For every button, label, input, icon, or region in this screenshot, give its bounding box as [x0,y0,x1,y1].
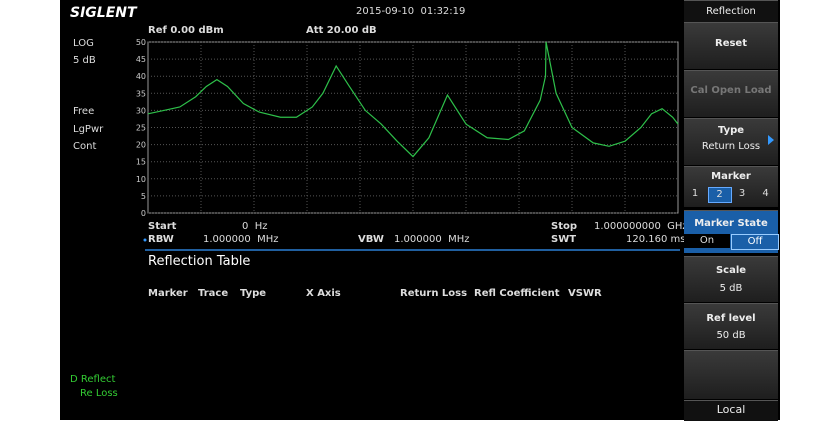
y-tick-label: 40 [136,72,146,81]
marker-option[interactable]: 4 [762,188,769,199]
attenuation: Att 20.00 dB [306,25,377,36]
ref-label[interactable]: Ref level [706,313,756,324]
trace [147,41,679,158]
y-tick-label: 45 [136,55,146,64]
rbw-dot [143,238,147,242]
start-label: Start [148,221,177,232]
y-tick-label: 0 [141,209,146,218]
y-tick-label: 50 [136,38,146,47]
type-key[interactable] [684,118,778,165]
y-tick-label: 5 [141,192,146,201]
marker-option[interactable]: 1 [691,188,699,199]
marker-label[interactable]: Marker [711,171,751,182]
logo: SIGLENT [70,5,137,21]
y-tick-label: 25 [136,124,146,133]
column-header: Return Loss [400,288,468,299]
blank-key [684,350,778,399]
type-label[interactable]: Type [717,125,745,136]
cal-label[interactable]: Cal Open Load [690,85,772,96]
ref-level: Ref 0.00 dBm [148,25,224,36]
swt-value: 120.160 ms [626,234,686,245]
trace-mode: Re Loss [80,388,118,399]
y-tick-label: 15 [136,158,146,167]
y-tick-label: 35 [136,89,146,98]
y-tick-label: 30 [136,106,146,115]
start-value: 0 Hz [242,221,268,232]
rbw-label: RBW [148,234,174,245]
reset-key[interactable] [684,22,778,69]
scale-type: LOG [73,38,94,49]
ref-value[interactable]: 50 dB [716,330,746,341]
column-header: Trace [198,288,229,299]
swt-label: SWT [551,234,577,245]
table-title: Reflection Table [148,254,251,269]
y-tick-label: 10 [136,175,146,184]
scale-label[interactable]: Scale [715,265,747,276]
cal-key[interactable] [684,70,778,117]
trigger: Free [73,106,95,117]
stop-value: 1.000000000 GHz [594,221,688,232]
type-value[interactable]: Return Loss [701,141,761,152]
reset-label[interactable]: Reset [715,38,747,49]
trace-label: D Reflect [70,374,116,385]
softkey-title-bg [684,0,778,22]
column-header: Type [240,288,267,299]
vbw-value: 1.000000 MHz [394,234,470,245]
state-label[interactable]: Marker State [694,218,768,229]
sweep: Cont [73,141,97,152]
state-option[interactable]: On [684,234,730,248]
submenu-arrow [768,135,774,145]
local-key[interactable] [684,400,778,421]
marker-option[interactable]: 3 [738,188,746,199]
scale-key[interactable] [684,256,778,302]
vbw-label: VBW [358,234,384,245]
column-header: VSWR [568,288,602,299]
datetime: 2015-09-10 01:32:19 [356,6,466,17]
state-option[interactable]: Off [731,234,779,250]
detector: LgPwr [73,124,104,135]
rbw-value: 1.000000 MHz [203,234,279,245]
stop-label: Stop [551,221,578,232]
softkey-title: Reflection [706,6,756,17]
local-label[interactable]: Local [716,403,746,416]
ref-key[interactable] [684,303,778,349]
column-header: Refl Coefficient [474,288,560,299]
column-header: X Axis [306,288,341,299]
marker-option[interactable]: 2 [707,187,732,203]
y-tick-label: 20 [136,141,146,150]
screen [60,0,780,420]
scale-div: 5 dB [73,55,96,66]
column-header: Marker [148,288,188,299]
scale-value[interactable]: 5 dB [719,283,743,294]
